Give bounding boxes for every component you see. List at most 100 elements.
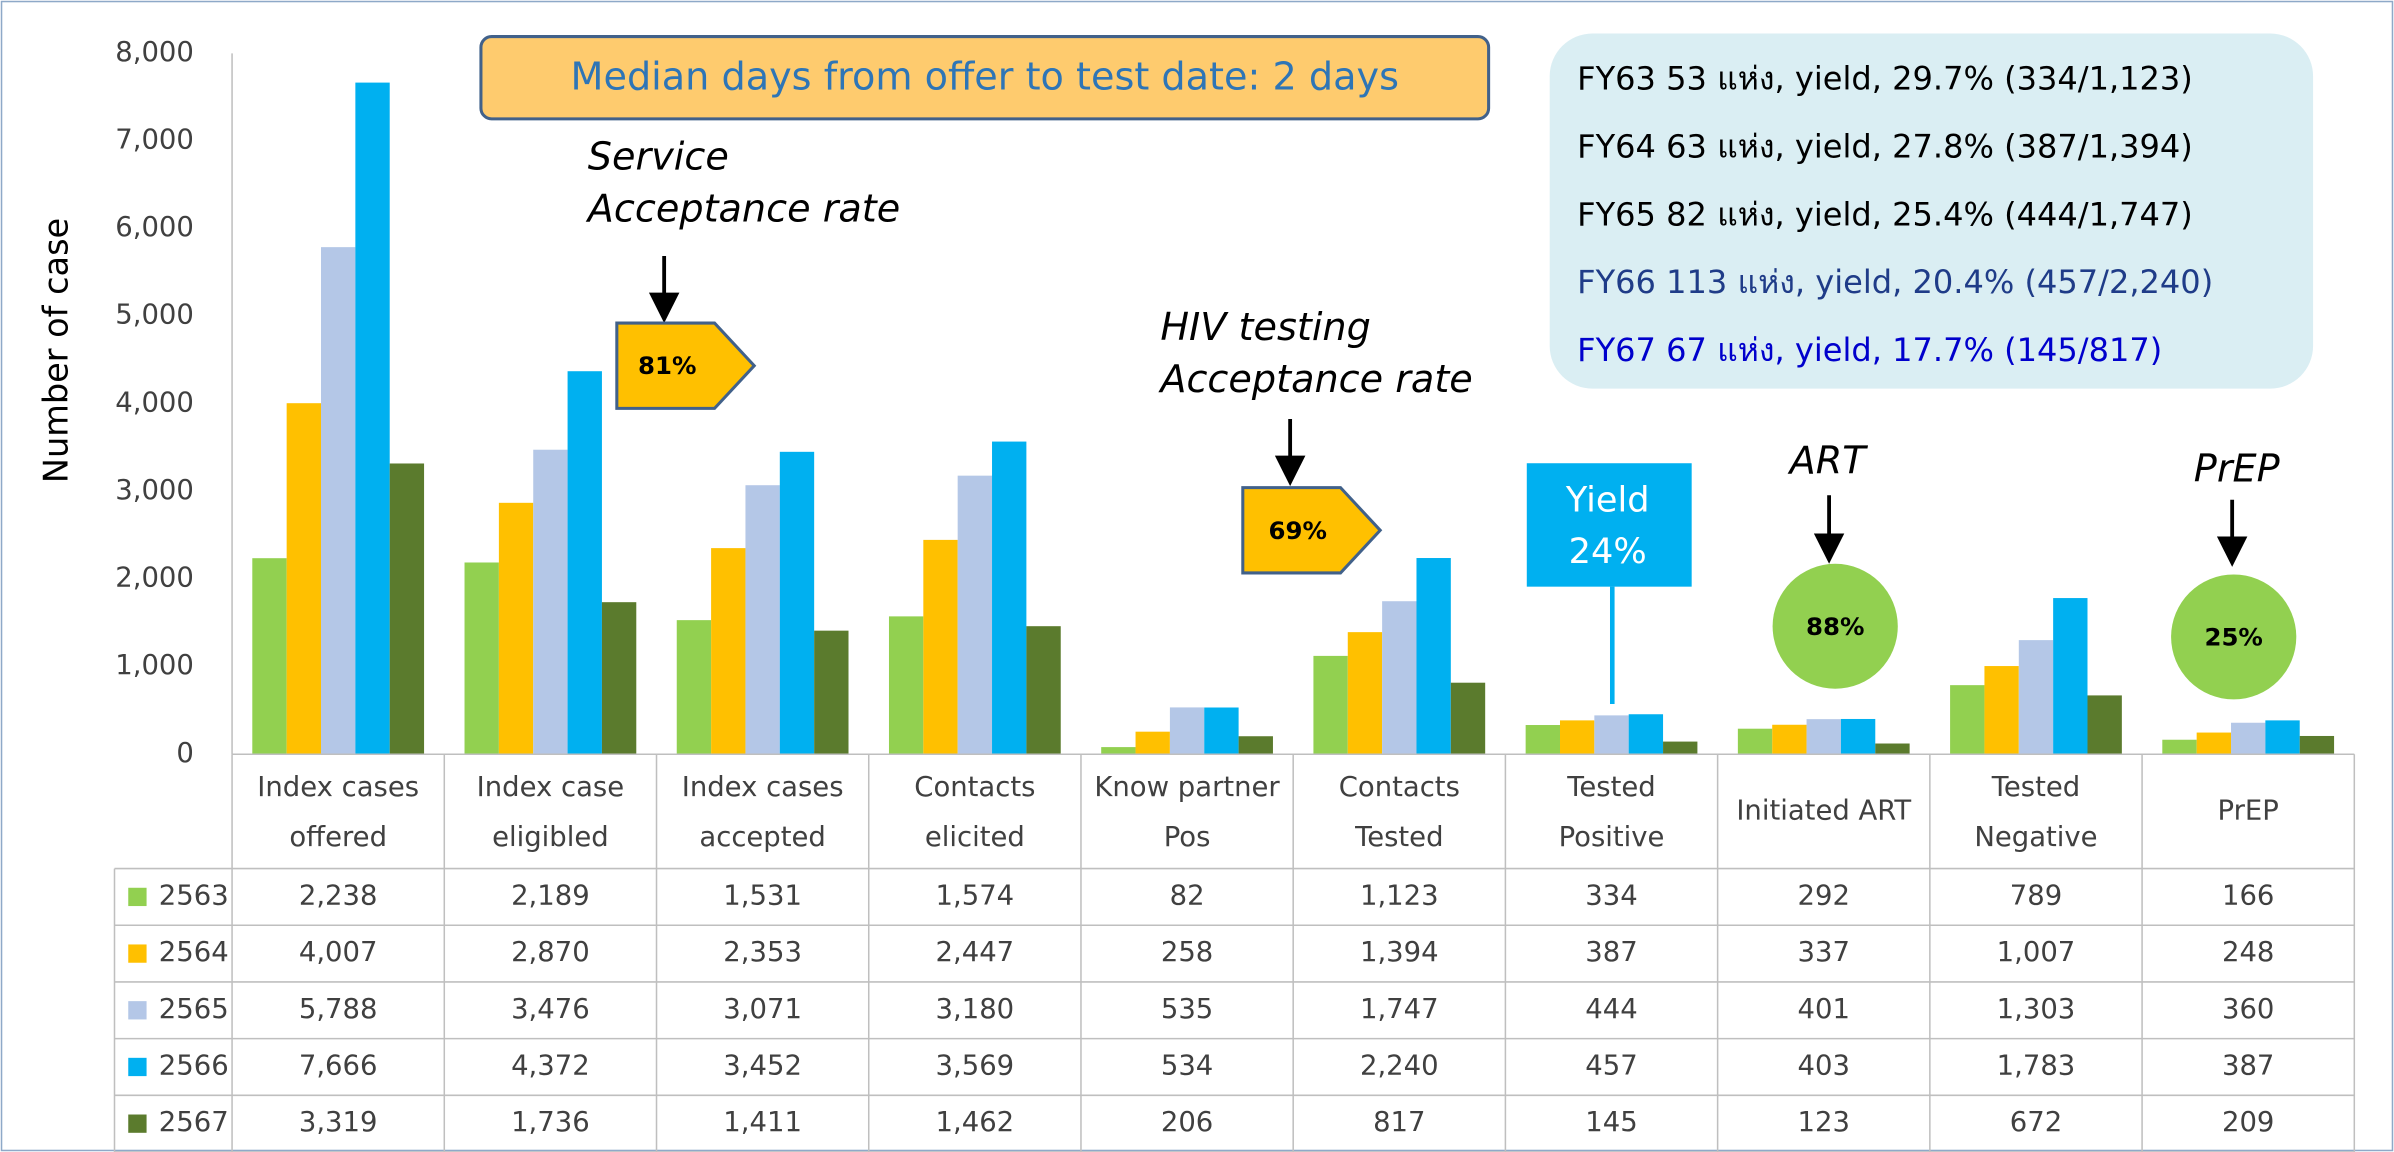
bar bbox=[1772, 724, 1807, 755]
bar bbox=[1450, 682, 1486, 755]
bar bbox=[711, 548, 746, 755]
bar bbox=[1204, 707, 1239, 755]
table-value: 2,238 bbox=[299, 880, 378, 911]
bar bbox=[1382, 601, 1417, 755]
table-value: 2,870 bbox=[511, 937, 590, 968]
x-tick-label: Tested Negative bbox=[1974, 771, 2097, 852]
legend-label: 2563 bbox=[159, 880, 229, 911]
table-value: 1,007 bbox=[1997, 937, 2076, 968]
bar bbox=[779, 451, 815, 755]
bar bbox=[1169, 707, 1205, 755]
y-tick-label: 6,000 bbox=[115, 212, 194, 243]
table-value: 4,007 bbox=[299, 937, 378, 968]
bar bbox=[464, 562, 499, 755]
annotation: Service Acceptance rate bbox=[585, 134, 900, 230]
bar bbox=[321, 247, 356, 755]
table-value: 123 bbox=[1798, 1107, 1850, 1138]
tag-text: 69% bbox=[1269, 516, 1327, 545]
bar bbox=[1313, 655, 1348, 755]
table-value: 360 bbox=[2222, 994, 2274, 1025]
table-value: 1,736 bbox=[511, 1107, 590, 1138]
table-value: 7,666 bbox=[299, 1050, 378, 1081]
info-line: FY65 82 แห่ง, yield, 25.4% (444/1,747) bbox=[1577, 195, 2193, 233]
legend-label: 2566 bbox=[159, 1050, 229, 1081]
bar bbox=[745, 485, 780, 755]
bar bbox=[2087, 695, 2122, 755]
table-value: 789 bbox=[2010, 880, 2062, 911]
badge bbox=[1772, 563, 1898, 689]
table-value: 535 bbox=[1161, 994, 1213, 1025]
bar bbox=[1416, 558, 1451, 755]
table-value: 209 bbox=[2222, 1107, 2274, 1138]
bar bbox=[1101, 747, 1136, 755]
table-value: 166 bbox=[2222, 880, 2274, 911]
table-value: 3,071 bbox=[723, 994, 802, 1025]
y-axis-title: Number of case bbox=[36, 218, 75, 483]
tag-text: 81% bbox=[638, 351, 696, 380]
legend-label: 2564 bbox=[159, 937, 229, 968]
table-value: 2,240 bbox=[1360, 1050, 1439, 1081]
table-value: 1,394 bbox=[1360, 937, 1439, 968]
bar bbox=[1347, 632, 1383, 755]
bar bbox=[2053, 598, 2088, 755]
callout-text: Yield 24% bbox=[1565, 479, 1650, 572]
bar bbox=[1663, 741, 1698, 755]
badge-text: 88% bbox=[1806, 612, 1864, 641]
bar bbox=[1559, 720, 1595, 755]
bar bbox=[355, 82, 390, 755]
info-box bbox=[1549, 33, 2314, 389]
table-value: 401 bbox=[1798, 994, 1850, 1025]
info-line: FY67 67 แห่ง, yield, 17.7% (145/817) bbox=[1577, 331, 2162, 369]
bar bbox=[2231, 722, 2266, 755]
table-value: 3,452 bbox=[723, 1050, 802, 1081]
table-value: 817 bbox=[1373, 1107, 1425, 1138]
title-box bbox=[479, 35, 1491, 121]
table-value: 672 bbox=[2010, 1107, 2062, 1138]
legend-swatch bbox=[128, 1057, 147, 1077]
x-tick-label: Tested Positive bbox=[1559, 771, 1665, 852]
y-tick-label: 4,000 bbox=[115, 387, 194, 418]
legend-swatch bbox=[128, 944, 147, 963]
y-tick-label: 8,000 bbox=[115, 37, 194, 68]
table-value: 145 bbox=[1585, 1107, 1637, 1138]
table-value: 1,303 bbox=[1997, 994, 2076, 1025]
bar bbox=[957, 475, 993, 755]
y-tick-label: 1,000 bbox=[115, 650, 194, 681]
table-value: 334 bbox=[1585, 880, 1637, 911]
tag bbox=[615, 321, 757, 410]
y-tick-label: 3,000 bbox=[115, 475, 194, 506]
table-value: 4,372 bbox=[511, 1050, 590, 1081]
table-value: 1,411 bbox=[723, 1107, 802, 1138]
bar bbox=[2299, 735, 2335, 755]
tag bbox=[1241, 486, 1383, 575]
bar bbox=[252, 558, 287, 755]
table-value: 337 bbox=[1798, 937, 1850, 968]
legend-label: 2565 bbox=[159, 994, 229, 1025]
annotation: ART bbox=[1787, 439, 1869, 483]
bar bbox=[1628, 714, 1664, 755]
table-value: 3,319 bbox=[299, 1107, 378, 1138]
table-value: 206 bbox=[1161, 1107, 1213, 1138]
table-value: 1,574 bbox=[936, 880, 1015, 911]
table-value: 82 bbox=[1170, 880, 1205, 911]
y-tick-label: 2,000 bbox=[115, 563, 194, 594]
table-value: 2,447 bbox=[936, 937, 1015, 968]
table-value: 403 bbox=[1798, 1050, 1850, 1081]
title-text: Median days from offer to test date: 2 d… bbox=[571, 55, 1399, 99]
annotation: HIV testing Acceptance rate bbox=[1157, 305, 1472, 401]
legend-swatch bbox=[128, 1001, 147, 1020]
bar bbox=[1026, 626, 1061, 755]
table-value: 387 bbox=[2222, 1050, 2274, 1081]
callout-box bbox=[1526, 463, 1692, 587]
x-tick-label: Index case eligibled bbox=[477, 771, 624, 852]
bar bbox=[923, 539, 958, 755]
table-value: 444 bbox=[1585, 994, 1637, 1025]
table-value: 248 bbox=[2222, 937, 2274, 968]
x-tick-label: Contacts elicited bbox=[914, 771, 1035, 852]
y-tick-label: 0 bbox=[176, 738, 193, 769]
table-value: 1,747 bbox=[1360, 994, 1439, 1025]
y-tick-label: 7,000 bbox=[115, 124, 194, 155]
table-value: 2,353 bbox=[723, 937, 802, 968]
